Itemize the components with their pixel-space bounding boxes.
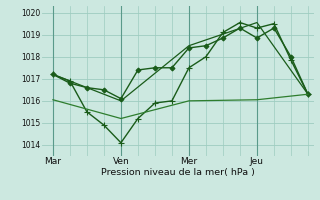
X-axis label: Pression niveau de la mer( hPa ): Pression niveau de la mer( hPa ): [101, 168, 254, 177]
